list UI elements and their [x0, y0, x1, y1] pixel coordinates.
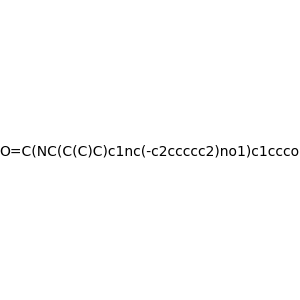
Text: O=C(NC(C(C)C)c1nc(-c2ccccc2)no1)c1ccco1: O=C(NC(C(C)C)c1nc(-c2ccccc2)no1)c1ccco1 — [0, 145, 300, 158]
